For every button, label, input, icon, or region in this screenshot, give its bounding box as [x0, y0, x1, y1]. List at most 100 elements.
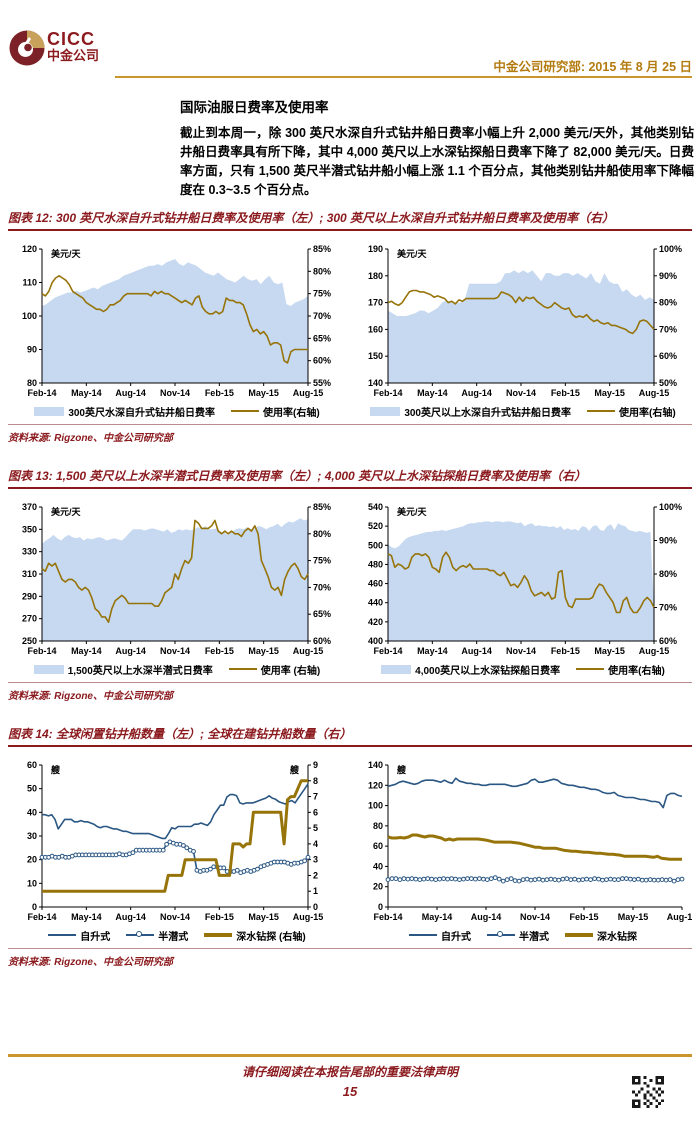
svg-text:8: 8	[313, 776, 318, 786]
svg-text:350: 350	[22, 524, 37, 534]
svg-text:Nov-14: Nov-14	[160, 646, 190, 656]
legend-label: 4,000英尺以上水深钻探船日费率	[415, 665, 561, 677]
svg-text:May-14: May-14	[71, 646, 102, 656]
svg-text:Aug-15: Aug-15	[667, 912, 692, 922]
svg-text:30: 30	[27, 831, 37, 841]
svg-text:Aug-15: Aug-15	[293, 388, 324, 398]
figure-13-left-chart: 250 270 290 310 330 350 370 60% 65% 70% 75% 80% 85% F…	[8, 495, 346, 679]
svg-text:Nov-14: Nov-14	[160, 388, 190, 398]
svg-text:Aug-15: Aug-15	[293, 912, 324, 922]
legend-label: 半潜式	[158, 931, 189, 943]
header-divider	[115, 76, 692, 78]
svg-text:1: 1	[313, 886, 318, 896]
svg-text:Feb-14: Feb-14	[27, 388, 56, 398]
svg-text:120: 120	[368, 780, 383, 790]
svg-text:50%: 50%	[659, 378, 677, 388]
svg-text:440: 440	[368, 598, 383, 608]
svg-text:Aug-14: Aug-14	[115, 388, 146, 398]
svg-text:4: 4	[313, 839, 318, 849]
legend-swatch	[587, 410, 615, 412]
qr-code	[632, 1076, 664, 1108]
figure-14-left-chart: 0 10 20 30 40 50 60 0 1 2 3 4 5 6 7 8 9 Feb-14 May-14 Aug-1…	[8, 753, 346, 945]
legend-label: 使用率(右轴)	[619, 407, 676, 419]
report-header: CICC 中金公司 中金公司研究部: 2015 年 8 月 25 日	[0, 0, 700, 88]
page-number: 15	[342, 1084, 358, 1099]
figure-14: 图表 14: 全球闲置钻井船数量（左）; 全球在建钻井船数量（右） 0 10 20 3…	[8, 722, 692, 968]
svg-text:65%: 65%	[313, 609, 331, 619]
svg-text:85%: 85%	[313, 502, 331, 512]
svg-text:150: 150	[368, 351, 383, 361]
svg-text:310: 310	[22, 569, 37, 579]
page-footer: 请仔细阅读在本报告尾部的重要法律声明 15	[8, 1054, 692, 1108]
svg-text:50: 50	[27, 784, 37, 794]
legend-label: 深水钻探 (右轴)	[236, 931, 306, 943]
legend-swatch	[576, 668, 605, 670]
chart-canvas-fig12-left: 80 90 100 110 120 55% 60% 65% 70% 75% 80% 85% Feb-14…	[22, 244, 331, 398]
svg-text:Nov-14: Nov-14	[506, 388, 536, 398]
svg-text:艘: 艘	[290, 764, 300, 775]
svg-text:420: 420	[368, 617, 383, 627]
legend-swatch	[204, 933, 233, 937]
svg-text:70%: 70%	[659, 324, 677, 334]
chart-legend: 300英尺以上水深自升式钻井船日费率 使用率(右轴)	[354, 401, 692, 421]
legend-swatch	[33, 664, 64, 674]
legend-item: 4,000英尺以上水深钻探船日费率	[381, 662, 560, 677]
svg-text:540: 540	[368, 502, 383, 512]
legend-label: 使用率(右轴)	[608, 665, 665, 677]
legal-disclaimer: 请仔细阅读在本报告尾部的重要法律声明	[241, 1065, 458, 1079]
svg-text:290: 290	[22, 591, 37, 601]
svg-text:400: 400	[368, 636, 383, 646]
svg-text:80%: 80%	[659, 569, 677, 579]
svg-text:Feb-15: Feb-15	[551, 646, 580, 656]
figure-12-title: 图表 12: 300 英尺水深自升式钻井船日费率及使用率（左）; 300 英尺以…	[8, 206, 692, 231]
legend-label: 300英尺以上水深自升式钻井船日费率	[404, 407, 571, 419]
svg-text:140: 140	[368, 760, 383, 770]
legend-item: 自升式	[48, 928, 110, 943]
chart-legend: 1,500英尺以上水深半潜式日费率 使用率 (右轴)	[8, 659, 346, 679]
brand-en: CICC	[47, 29, 95, 49]
svg-text:110: 110	[22, 278, 37, 288]
svg-text:May-15: May-15	[618, 912, 649, 922]
figure-12: 图表 12: 300 英尺水深自升式钻井船日费率及使用率（左）; 300 英尺以…	[8, 206, 692, 444]
chart-canvas-fig14-left: 0 10 20 30 40 50 60 0 1 2 3 4 5 6 7 8 9 Feb-14 May-14 Aug-1…	[27, 760, 324, 922]
svg-text:60%: 60%	[659, 351, 677, 361]
svg-text:40: 40	[373, 861, 383, 871]
svg-text:70%: 70%	[313, 582, 331, 592]
svg-text:65%: 65%	[313, 333, 331, 343]
legend-swatch	[370, 406, 401, 416]
legend-item: 半潜式	[487, 928, 549, 943]
svg-text:Aug-14: Aug-14	[461, 646, 492, 656]
legend-swatch	[231, 410, 259, 412]
svg-text:May-14: May-14	[71, 388, 102, 398]
svg-text:100%: 100%	[659, 502, 682, 512]
svg-text:May-15: May-15	[594, 646, 625, 656]
svg-text:2: 2	[313, 870, 318, 880]
legend-item: 深水钻探 (右轴)	[204, 928, 306, 943]
svg-text:520: 520	[368, 521, 383, 531]
svg-text:80%: 80%	[313, 266, 331, 276]
legend-item: 1,500英尺以上水深半潜式日费率	[33, 662, 213, 677]
svg-text:6: 6	[313, 807, 318, 817]
svg-text:60: 60	[27, 760, 37, 770]
legend-label: 半潜式	[519, 931, 549, 943]
figure-14-right-chart: 0 20 40 60 80 100 120 140 Feb-14 May-14 Aug-14 Nov-…	[354, 753, 692, 945]
svg-text:70%: 70%	[659, 603, 677, 613]
svg-text:Feb-15: Feb-15	[205, 912, 234, 922]
legend-item: 300英尺水深自升式钻井船日费率	[34, 404, 215, 419]
figure-13: 图表 13: 1,500 英尺以上水深半潜式日费率及使用率（左）; 4,000 …	[8, 464, 692, 702]
legend-item: 半潜式	[126, 928, 188, 943]
svg-text:250: 250	[22, 636, 37, 646]
figure-14-title: 图表 14: 全球闲置钻井船数量（左）; 全球在建钻井船数量（右）	[8, 722, 692, 747]
svg-text:100%: 100%	[659, 244, 682, 254]
chart-canvas-fig13-left: 250 270 290 310 330 350 370 60% 65% 70% 75% 80% 85% F…	[22, 502, 331, 656]
svg-text:100: 100	[368, 801, 383, 811]
svg-text:Feb-14: Feb-14	[27, 912, 56, 922]
svg-text:60%: 60%	[313, 636, 331, 646]
chart-legend: 300英尺水深自升式钻井船日费率 使用率(右轴)	[8, 401, 346, 421]
svg-text:160: 160	[368, 324, 383, 334]
svg-text:90%: 90%	[659, 271, 677, 281]
svg-text:270: 270	[22, 614, 37, 624]
legend-label: 自升式	[80, 931, 111, 943]
svg-text:80%: 80%	[313, 529, 331, 539]
legend-swatch	[34, 406, 65, 416]
